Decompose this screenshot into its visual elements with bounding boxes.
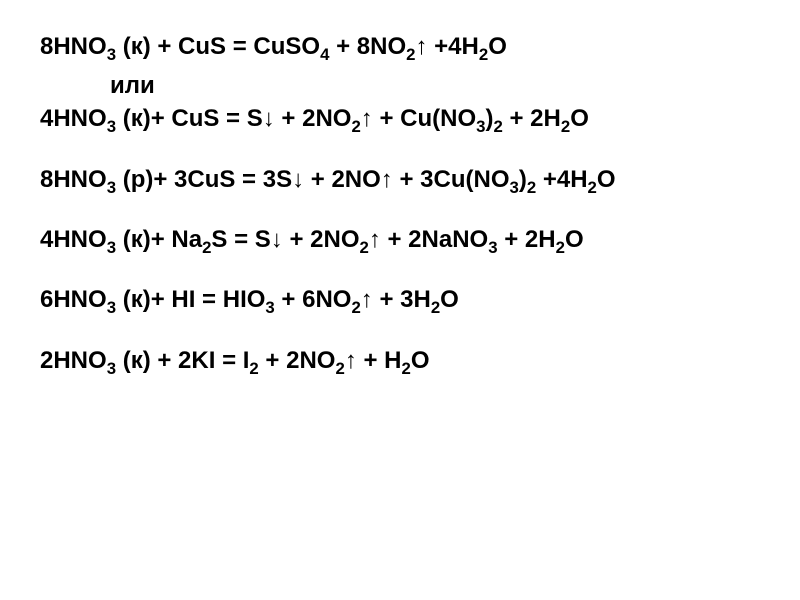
equation-4: 4HNO3 (к)+ Na2S = S + 2NO2 + 2NaNO3 + 2H… bbox=[40, 223, 760, 259]
equation-3-text: 8HNO3 (р)+ 3CuS = 3S + 2NO + 3Cu(NO3)2 +… bbox=[40, 166, 616, 193]
equation-4-text: 4HNO3 (к)+ Na2S = S + 2NO2 + 2NaNO3 + 2H… bbox=[40, 226, 584, 253]
or-label-text: или bbox=[110, 72, 155, 99]
equation-2: 4HNO3 (к)+ CuS = S + 2NO2 + Cu(NO3)2 + 2… bbox=[40, 102, 760, 138]
equation-6-text: 2HNO3 (к) + 2KI = I2 + 2NO2 + H2O bbox=[40, 347, 430, 374]
equation-1-text: 8HNO3 (к) + CuS = CuSO4 + 8NO2 +4H2O bbox=[40, 33, 507, 60]
equation-1: 8HNO3 (к) + CuS = CuSO4 + 8NO2 +4H2O bbox=[40, 30, 760, 66]
equation-2-text: 4HNO3 (к)+ CuS = S + 2NO2 + Cu(NO3)2 + 2… bbox=[40, 105, 589, 132]
equation-5: 6HNO3 (к)+ HI = HIO3 + 6NO2 + 3H2O bbox=[40, 283, 760, 319]
equation-3: 8HNO3 (р)+ 3CuS = 3S + 2NO + 3Cu(NO3)2 +… bbox=[40, 163, 760, 199]
equation-5-text: 6HNO3 (к)+ HI = HIO3 + 6NO2 + 3H2O bbox=[40, 286, 459, 313]
equation-6: 2HNO3 (к) + 2KI = I2 + 2NO2 + H2O bbox=[40, 344, 760, 380]
or-label: или bbox=[110, 72, 760, 100]
